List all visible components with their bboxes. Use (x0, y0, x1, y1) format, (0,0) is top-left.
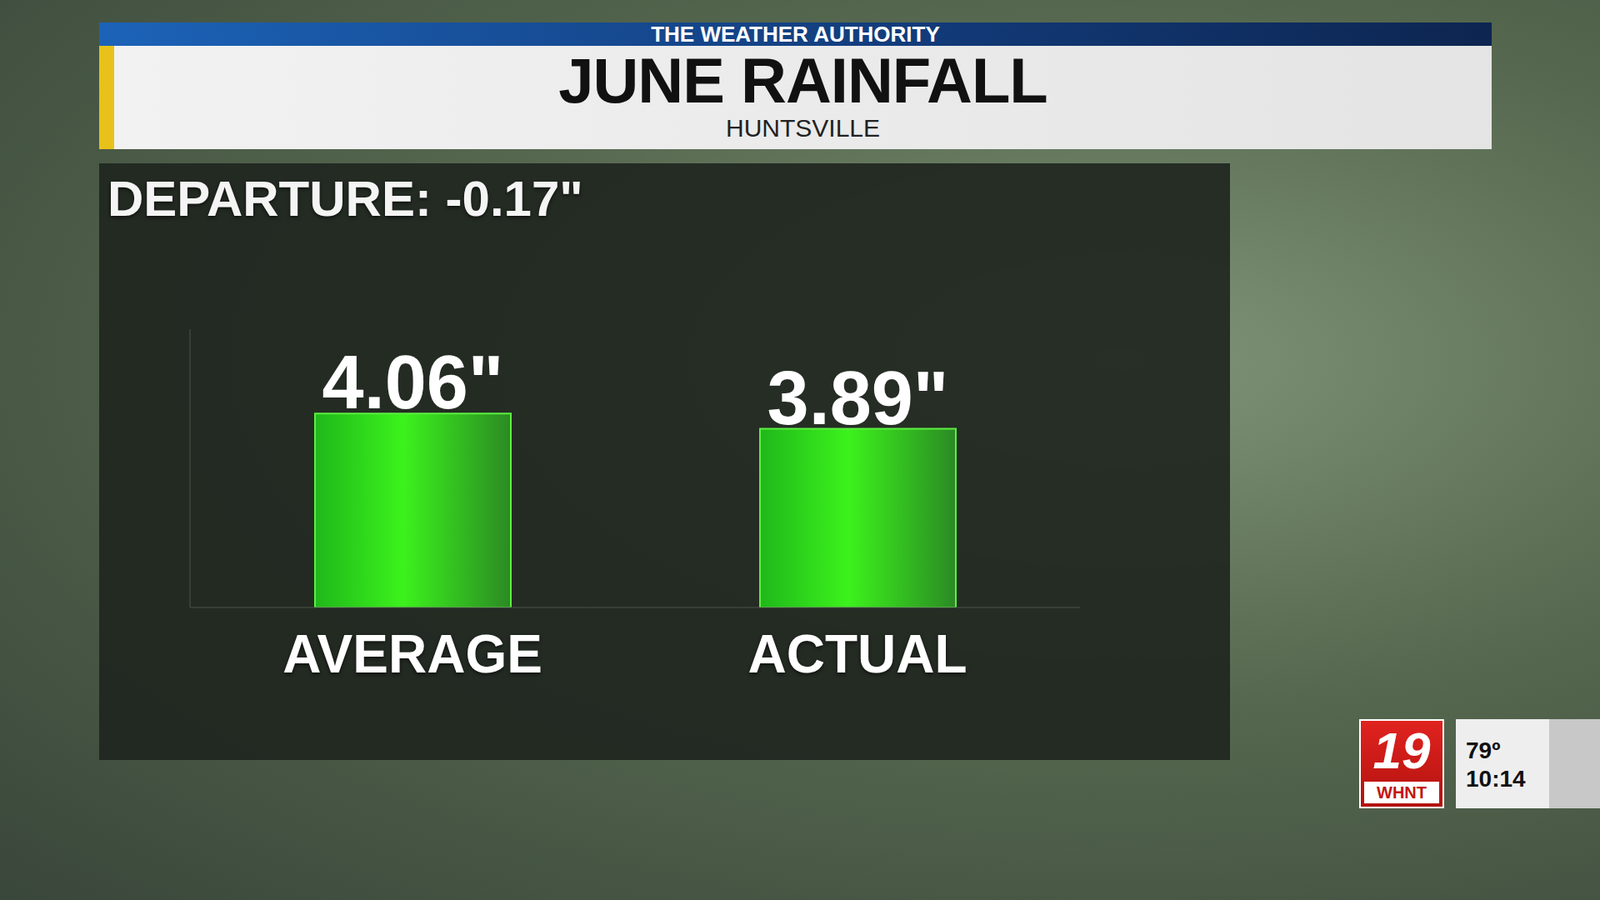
html-text:THE WEATHER AUTHORITY: THE WEATHER AUTHORITY (651, 21, 940, 47)
html-text:10:14: 10:14 (1465, 765, 1526, 792)
html-text:HUNTSVILLE: HUNTSVILLE (725, 114, 880, 142)
html-text:19: 19 (1372, 721, 1431, 780)
svg-text:ACTUAL: ACTUAL (747, 624, 967, 685)
svg-text:4.06": 4.06" (322, 340, 505, 425)
html-text:WHNT: WHNT (1376, 783, 1427, 802)
html-text:JUNE RAINFALL: JUNE RAINFALL (558, 45, 1048, 116)
html-text:79º: 79º (1465, 737, 1501, 764)
html-text:DEPARTURE: -0.17": DEPARTURE: -0.17" (107, 170, 584, 227)
svg-text:3.89": 3.89" (767, 356, 950, 440)
svg-text:AVERAGE: AVERAGE (282, 624, 543, 685)
